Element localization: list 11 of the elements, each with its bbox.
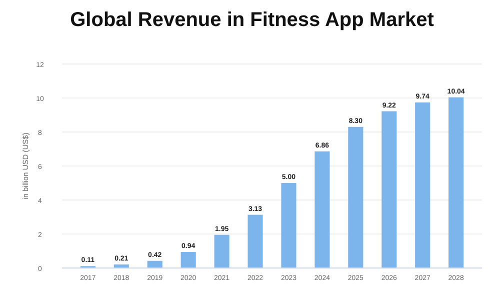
bar [147,260,162,268]
bar [180,252,196,268]
bar [348,126,364,268]
bar [281,183,296,268]
bar [248,214,263,268]
bar [448,97,464,268]
bar [415,102,430,268]
bar [214,234,230,268]
bar [314,151,330,268]
chart-title: Global Revenue in Fitness App Market [70,9,434,31]
bar [382,111,397,268]
